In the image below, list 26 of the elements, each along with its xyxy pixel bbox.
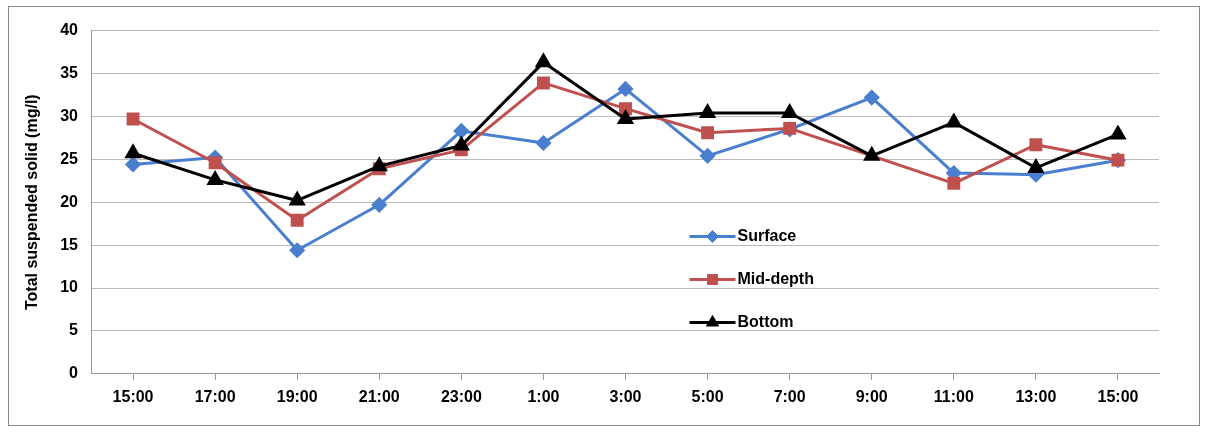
x-tick-label: 19:00: [276, 387, 318, 405]
y-tick-label: 25: [60, 149, 79, 167]
legend-label: Bottom: [737, 312, 794, 330]
x-tick-label: 1:00: [527, 387, 560, 405]
legend-label: Surface: [737, 226, 797, 244]
x-tick-label: 5:00: [691, 387, 724, 405]
y-tick-label: 10: [60, 278, 79, 296]
y-tick-label: 35: [60, 63, 79, 81]
x-tick-label: 23:00: [440, 387, 482, 405]
y-tick-label: 40: [60, 21, 79, 39]
x-tick-label: 15:00: [112, 387, 154, 405]
x-tick-label: 15:00: [1097, 387, 1139, 405]
x-tick-label: 11:00: [933, 387, 974, 405]
y-axis-title: Total suspended solid (mg/l): [23, 94, 41, 311]
x-tick-label: 17:00: [194, 387, 236, 405]
legend-label: Mid-depth: [737, 269, 814, 287]
y-tick-label: 0: [69, 364, 79, 382]
y-tick-label: 15: [60, 235, 79, 253]
y-tick-label: 30: [60, 106, 79, 124]
x-tick-label: 7:00: [773, 387, 806, 405]
x-tick-label: 3:00: [609, 387, 642, 405]
y-tick-label: 20: [60, 192, 79, 210]
y-tick-label: 5: [69, 321, 79, 339]
x-tick-label: 13:00: [1015, 387, 1057, 405]
x-tick-label: 21:00: [358, 387, 400, 405]
x-tick-label: 9:00: [855, 387, 888, 405]
